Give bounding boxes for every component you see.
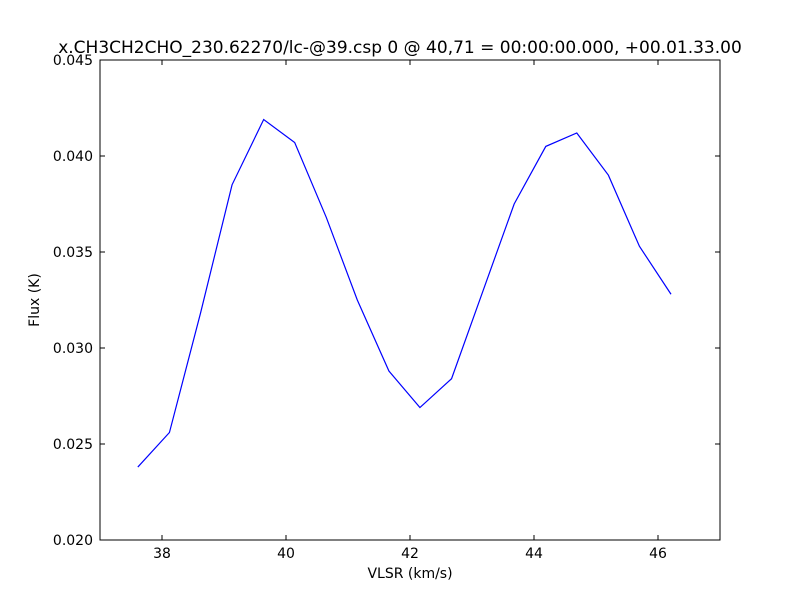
series-line-0 (137, 118, 672, 468)
chart-title: x.CH3CH2CHO_230.62270/lc-@39.csp 0 @ 40,… (58, 38, 742, 58)
plot-lines (137, 118, 672, 468)
plot-frame (99, 59, 721, 541)
x-tick-label: 44 (525, 546, 543, 562)
y-tick-label: 0.040 (53, 149, 93, 165)
x-axis-ticks: 38 40 42 44 46 (153, 60, 667, 562)
y-tick-label: 0.025 (53, 437, 93, 453)
y-tick-label: 0.030 (53, 341, 93, 357)
x-tick-label: 38 (153, 546, 171, 562)
y-tick-label: 0.045 (53, 53, 93, 69)
y-tick-label: 0.035 (53, 245, 93, 261)
x-tick-label: 46 (649, 546, 667, 562)
y-tick-label: 0.020 (53, 533, 93, 549)
x-tick-label: 40 (277, 546, 295, 562)
y-axis-label: Flux (K) (27, 273, 43, 327)
y-axis-ticks: 0.020 0.025 0.030 0.035 0.040 0.045 (53, 53, 720, 549)
x-tick-label: 42 (401, 546, 419, 562)
x-axis-label: VLSR (km/s) (367, 566, 452, 582)
